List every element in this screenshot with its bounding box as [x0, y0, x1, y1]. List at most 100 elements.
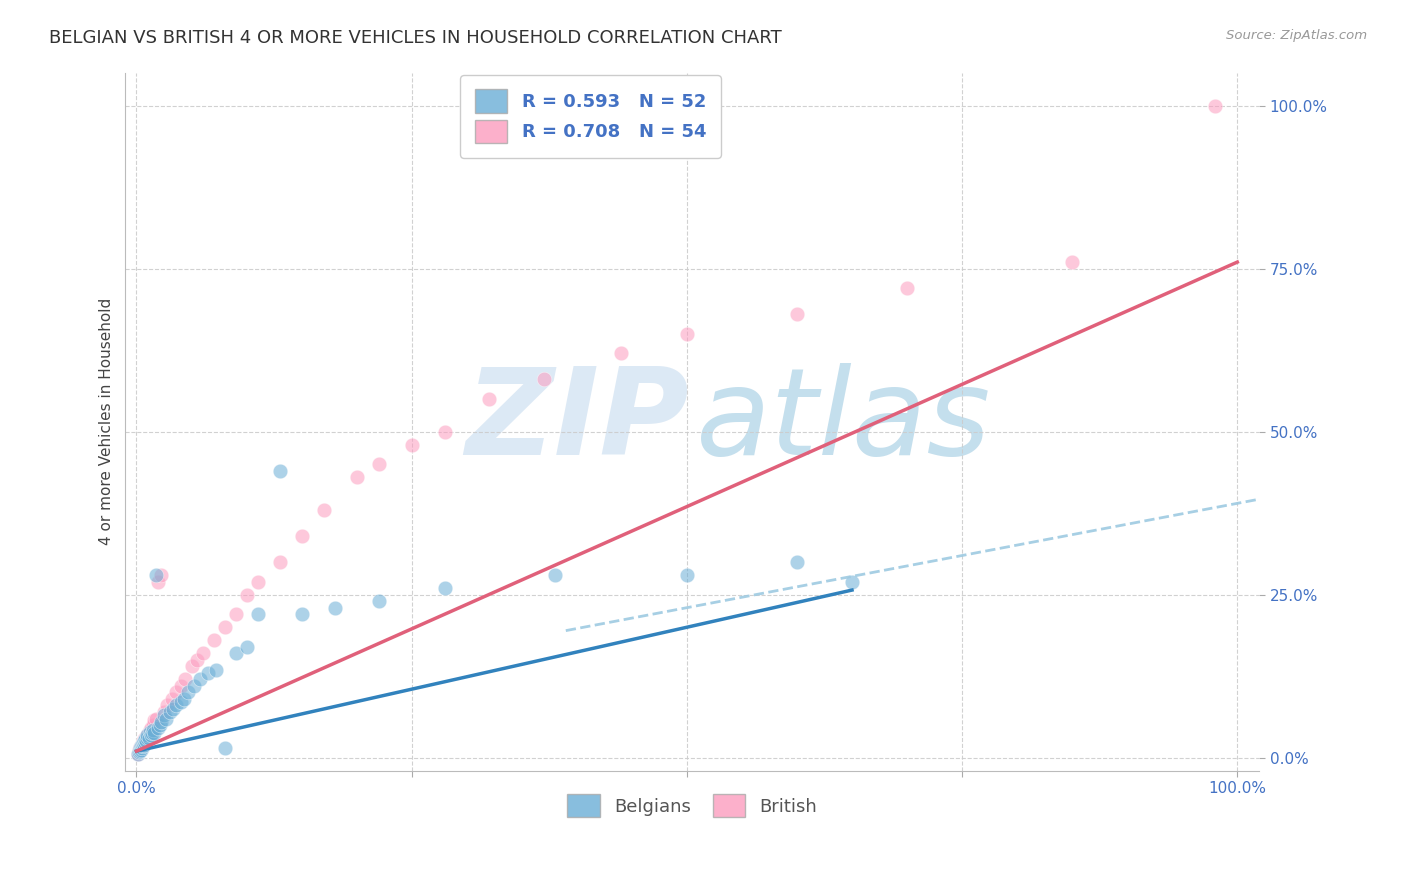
Point — [786, 555, 808, 569]
Point — [132, 739, 155, 753]
Point — [159, 705, 181, 719]
Point — [128, 740, 150, 755]
Point — [162, 702, 184, 716]
Point — [235, 640, 257, 654]
Point — [134, 732, 156, 747]
Point — [204, 663, 226, 677]
Point — [433, 581, 456, 595]
Point — [134, 732, 156, 747]
Point — [141, 726, 163, 740]
Point — [174, 673, 197, 687]
Point — [149, 714, 172, 729]
Point — [214, 740, 236, 755]
Point — [131, 738, 153, 752]
Point — [148, 574, 170, 589]
Point — [129, 743, 152, 757]
Point — [138, 731, 160, 745]
Point — [131, 738, 153, 752]
Point — [132, 736, 155, 750]
Point — [128, 743, 150, 757]
Point — [128, 744, 150, 758]
Point — [153, 708, 176, 723]
Point — [153, 705, 176, 719]
Point — [197, 665, 219, 680]
Point — [235, 588, 257, 602]
Point — [143, 726, 166, 740]
Point — [129, 739, 152, 753]
Point — [128, 740, 150, 755]
Point — [129, 741, 152, 756]
Text: ZIP: ZIP — [465, 363, 689, 480]
Text: Source: ZipAtlas.com: Source: ZipAtlas.com — [1226, 29, 1367, 42]
Point — [135, 734, 157, 748]
Point — [478, 392, 501, 406]
Point — [183, 679, 205, 693]
Point — [169, 679, 191, 693]
Point — [149, 568, 172, 582]
Point — [896, 281, 918, 295]
Point — [214, 620, 236, 634]
Point — [143, 713, 166, 727]
Point — [269, 555, 291, 569]
Point — [186, 653, 208, 667]
Point — [291, 529, 314, 543]
Point — [149, 718, 172, 732]
Point — [128, 746, 150, 760]
Point — [134, 738, 156, 752]
Point — [134, 734, 156, 748]
Point — [139, 728, 162, 742]
Point — [191, 646, 214, 660]
Point — [131, 740, 153, 755]
Point — [128, 746, 150, 760]
Point — [269, 464, 291, 478]
Point — [401, 437, 423, 451]
Point — [180, 659, 202, 673]
Point — [610, 346, 633, 360]
Point — [127, 747, 149, 762]
Point — [145, 568, 167, 582]
Text: atlas: atlas — [696, 363, 991, 480]
Point — [367, 594, 389, 608]
Point — [128, 744, 150, 758]
Point — [135, 731, 157, 745]
Point — [134, 731, 156, 745]
Point — [246, 574, 269, 589]
Point — [323, 600, 346, 615]
Point — [225, 607, 247, 622]
Point — [142, 723, 165, 738]
Point — [202, 633, 225, 648]
Point — [138, 724, 160, 739]
Point — [533, 372, 555, 386]
Point — [246, 607, 269, 622]
Legend: Belgians, British: Belgians, British — [560, 787, 825, 824]
Point — [134, 738, 156, 752]
Point — [786, 307, 808, 321]
Point — [841, 574, 863, 589]
Point — [145, 712, 167, 726]
Point — [367, 457, 389, 471]
Point — [138, 724, 160, 739]
Point — [160, 692, 183, 706]
Y-axis label: 4 or more Vehicles in Household: 4 or more Vehicles in Household — [100, 298, 114, 546]
Point — [433, 425, 456, 439]
Point — [156, 698, 179, 713]
Point — [131, 740, 153, 755]
Point — [1062, 255, 1084, 269]
Point — [312, 503, 335, 517]
Point — [676, 568, 699, 582]
Point — [169, 695, 191, 709]
Point — [177, 685, 200, 699]
Point — [346, 470, 368, 484]
Point — [139, 721, 162, 735]
Point — [1204, 98, 1226, 112]
Point — [134, 736, 156, 750]
Point — [142, 718, 165, 732]
Point — [136, 728, 159, 742]
Point — [188, 673, 211, 687]
Point — [148, 721, 170, 735]
Point — [132, 739, 155, 753]
Point — [127, 747, 149, 762]
Point — [173, 692, 195, 706]
Point — [136, 731, 159, 745]
Point — [165, 698, 187, 713]
